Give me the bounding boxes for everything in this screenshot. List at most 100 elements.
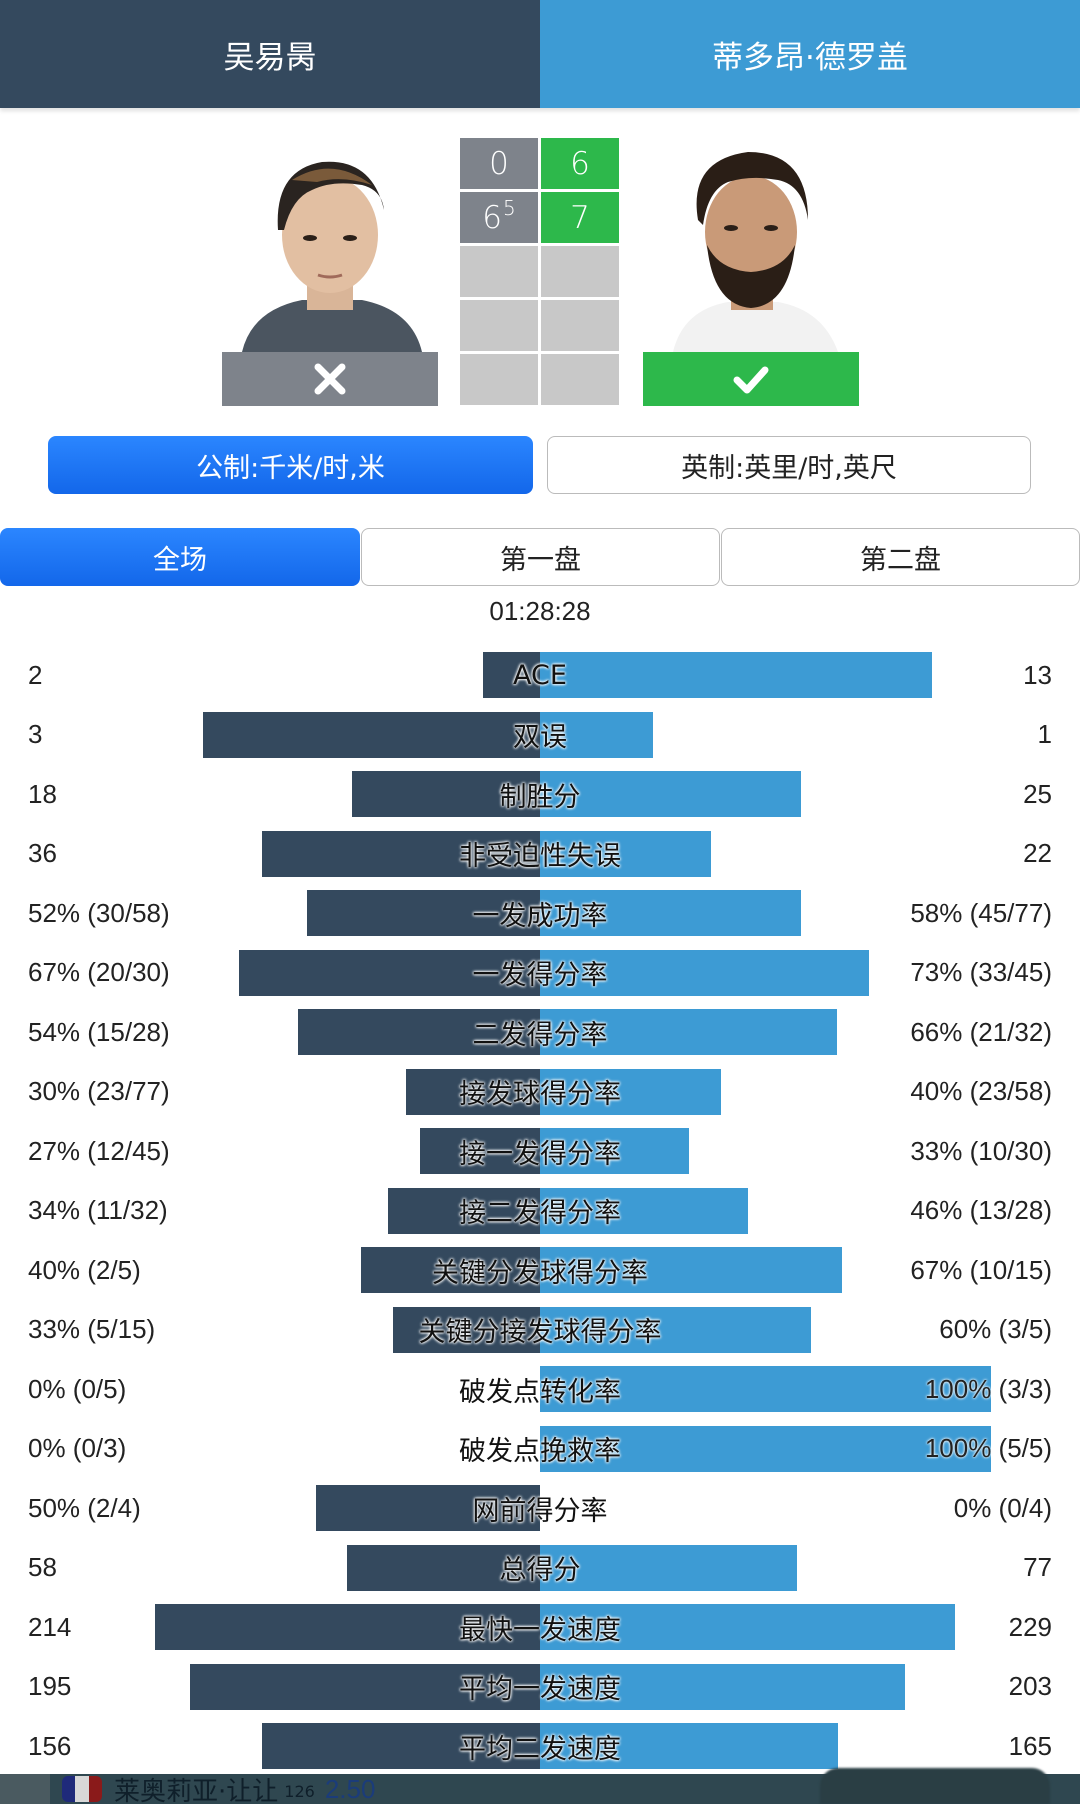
banner-odds: 2.50 (324, 1773, 376, 1804)
player2-stat-value: 100% (5/5) (924, 1433, 1052, 1463)
player1-stat-bar (420, 1128, 540, 1174)
player1-photo (222, 140, 438, 352)
player1-stat-value: 27% (12/45) (28, 1135, 170, 1166)
set1-player2-score: 6 (541, 138, 619, 189)
stat-label: 制胜分 (499, 781, 581, 813)
player1-stat-bar (483, 652, 540, 698)
player2-stat-bar (540, 1425, 991, 1472)
banner-decoration (820, 1768, 1050, 1804)
stat-row: 平均一发速度 195 203 (0, 1663, 1080, 1724)
stat-label: 接发球得分率 (459, 1079, 621, 1110)
check-icon (733, 366, 769, 394)
stat-label: ACE (513, 659, 567, 691)
player2-stat-bar (540, 1187, 748, 1234)
player2-stat-bar (540, 1366, 991, 1412)
stat-row: 双误 3 1 (0, 711, 1080, 772)
player1-stat-bar (298, 1009, 540, 1055)
player2-stat-bar (540, 1009, 837, 1055)
stat-label: 网前得分率 (472, 1495, 608, 1527)
stat-row: 破发点挽救率 0% (0/3) 100% (5/5) (0, 1425, 1080, 1486)
player2-stat-bar (540, 1068, 721, 1115)
stat-label: 一发得分率 (472, 960, 608, 991)
player2-stat-bar (540, 1306, 811, 1353)
player1-stat-value: 30% (23/77) (28, 1076, 170, 1106)
stat-label: 破发点转化率 (459, 1376, 621, 1408)
stat-label: 总得分 (499, 1555, 581, 1586)
match-header: 吴易昺 蒂多昂·德罗盖 (0, 0, 1080, 108)
player2-stat-value: 203 (1008, 1671, 1052, 1701)
player1-stat-bar (406, 1068, 540, 1115)
stat-row: 关键分接发球得分率 33% (5/15) 60% (3/5) (0, 1306, 1080, 1367)
player2-stat-bar (540, 830, 711, 877)
player1-stat-value: 54% (15/28) (28, 1016, 170, 1047)
stat-row: 接一发得分率 27% (12/45) 33% (10/30) (0, 1128, 1080, 1188)
player2-portrait-icon (643, 140, 859, 352)
stat-row: 关键分发球得分率 40% (2/5) 67% (10/15) (0, 1247, 1080, 1307)
player2-name[interactable]: 蒂多昂·德罗盖 (540, 0, 1080, 108)
stat-label: 接一发得分率 (459, 1138, 621, 1170)
player1-portrait-icon (222, 140, 438, 352)
stat-label: 二发得分率 (472, 1019, 608, 1051)
player2-stat-bar (540, 1663, 905, 1710)
player1-stat-bar (316, 1485, 540, 1531)
stat-row: 接二发得分率 34% (11/32) 46% (13/28) (0, 1187, 1080, 1248)
set4-player2-score (541, 300, 619, 351)
player2-photo (643, 140, 859, 352)
banner-player-name: 莱奥莉亚·让让 (114, 1776, 279, 1804)
player2-stat-bar (540, 1247, 842, 1293)
set4-player1-score (460, 300, 538, 351)
set2-player2-score: 7 (541, 192, 619, 243)
player2-stat-value: 229 (1008, 1611, 1052, 1642)
tab-set-2[interactable]: 第二盘 (721, 528, 1080, 586)
france-flag-icon (62, 1776, 102, 1802)
player1-stat-bar (203, 711, 540, 758)
player1-stat-bar (190, 1663, 540, 1710)
player1-stat-value: 195 (28, 1671, 72, 1701)
stat-row: ACE 2 13 (0, 652, 1080, 712)
stat-label: 双误 (513, 722, 567, 753)
set3-player2-score (541, 246, 619, 297)
player1-stat-value: 36 (28, 838, 57, 868)
player2-stat-value: 46% (13/28) (910, 1195, 1052, 1225)
imperial-units-button[interactable]: 英制:英里/时,英尺 (547, 436, 1031, 494)
player1-stat-value: 0% (0/3) (28, 1433, 127, 1463)
stats-comparison-list: ACE 2 13 双误 3 1 制胜分 18 25 非受迫性失误 36 22 一发成功率 52% (30/… (0, 652, 1080, 1783)
player2-result-badge (643, 352, 859, 406)
stat-row: 制胜分 18 25 (0, 771, 1080, 831)
player1-stat-bar (361, 1247, 540, 1293)
player2-stat-bar (540, 890, 801, 936)
stat-row: 平均二发速度 156 165 (0, 1723, 1080, 1783)
set-tabs: 全场 第一盘 第二盘 (0, 528, 1080, 586)
stat-label: 破发点挽救率 (459, 1436, 621, 1467)
player2-stat-value: 165 (1008, 1730, 1052, 1761)
bottom-banner[interactable]: 莱奥莉亚·让让 126 2.50 (0, 1768, 1080, 1804)
player1-stat-value: 2 (28, 659, 43, 690)
player1-stat-value: 156 (28, 1730, 72, 1761)
stat-label: 一发成功率 (472, 900, 608, 932)
player1-result-badge (222, 352, 438, 406)
player1-stat-value: 34% (11/32) (28, 1195, 168, 1225)
player2-stat-value: 60% (3/5) (939, 1314, 1052, 1344)
match-duration: 01:28:28 (489, 596, 591, 626)
player2-stat-value: 67% (10/15) (910, 1254, 1052, 1285)
stat-row: 接发球得分率 30% (23/77) 40% (23/58) (0, 1068, 1080, 1129)
tab-set-1[interactable]: 第一盘 (361, 528, 720, 586)
stat-label: 最快一发速度 (459, 1614, 621, 1646)
player2-stat-value: 22 (1023, 838, 1052, 868)
player2-stat-value: 66% (21/32) (910, 1016, 1052, 1047)
stat-row: 一发成功率 52% (30/58) 58% (45/77) (0, 890, 1080, 950)
metric-units-button[interactable]: 公制:千米/时,米 (48, 436, 533, 494)
banner-stripe (0, 1774, 50, 1804)
stat-row: 一发得分率 67% (20/30) 73% (33/45) (0, 949, 1080, 1010)
tab-full-match[interactable]: 全场 (0, 528, 360, 586)
player1-stat-bar (239, 949, 540, 996)
player1-name[interactable]: 吴易昺 (0, 0, 540, 108)
stat-row: 非受迫性失误 36 22 (0, 830, 1080, 891)
stat-label: 关键分接发球得分率 (418, 1317, 662, 1348)
player2-stat-value: 1 (1037, 719, 1052, 749)
stat-row: 最快一发速度 214 229 (0, 1604, 1080, 1664)
player1-stat-bar (307, 890, 540, 936)
player1-stat-value: 214 (28, 1611, 72, 1642)
player2-stat-value: 40% (23/58) (910, 1076, 1052, 1106)
player2-stat-bar (540, 711, 653, 758)
